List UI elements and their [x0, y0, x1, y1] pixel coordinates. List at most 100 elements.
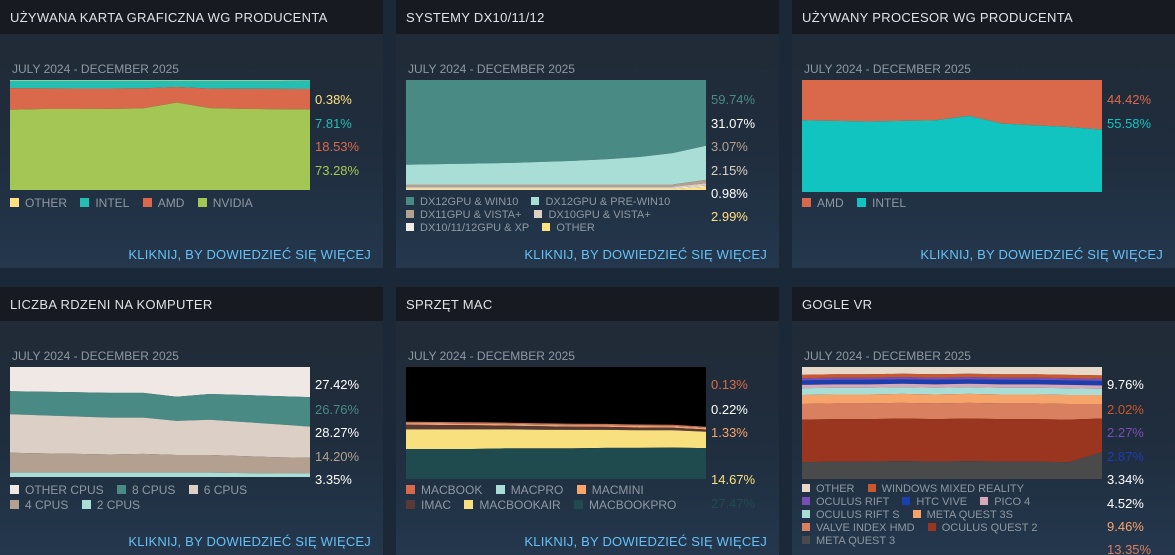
legend-item[interactable]: 6 CPUS — [188, 483, 247, 498]
date-range: JULY 2024 - DECEMBER 2025 — [804, 62, 971, 76]
legend-item[interactable]: AMD — [142, 196, 184, 211]
area-series-8-cpus[interactable] — [10, 391, 310, 427]
area-series-macbookair[interactable] — [406, 429, 706, 449]
area-series-meta-quest-3[interactable] — [802, 452, 1102, 479]
area-series-other-cpus[interactable] — [10, 367, 310, 398]
area-series-dx10-11-12gpu-xp[interactable] — [406, 185, 706, 189]
area-series-oculus-rift-s[interactable] — [802, 387, 1102, 395]
legend-item[interactable]: IMAC — [406, 498, 451, 513]
panel-title: LICZBA RDZENI NA KOMPUTER — [10, 297, 213, 312]
panel-header — [396, 0, 779, 34]
pct-value: 2.15% — [711, 163, 748, 178]
area-series-oculus-quest-2[interactable] — [802, 418, 1102, 463]
area-series-nvidia[interactable] — [10, 102, 310, 190]
legend-item[interactable]: META QUEST 3S — [912, 509, 1013, 522]
pct-value: 4.52% — [1107, 496, 1144, 511]
legend-item[interactable]: OTHER CPUS — [10, 483, 104, 498]
area-series-meta-quest-3s[interactable] — [802, 393, 1102, 404]
legend-item[interactable]: WINDOWS MIXED REALITY — [867, 483, 1024, 496]
panel-cpu-cores: LICZBA RDZENI NA KOMPUTER JULY 2024 - DE… — [0, 287, 383, 555]
pct-value: 59.74% — [711, 92, 756, 107]
area-series-amd[interactable] — [802, 80, 1102, 130]
area-chart[interactable] — [406, 80, 706, 190]
learn-more-link[interactable]: KLIKNIJ, BY DOWIEDZIEĆ SIĘ WIĘCEJ — [128, 247, 371, 262]
area-series-other[interactable] — [406, 186, 706, 190]
area-series-intel[interactable] — [802, 115, 1102, 192]
date-range: JULY 2024 - DECEMBER 2025 — [12, 62, 179, 76]
legend-item[interactable]: MACPRO — [495, 483, 563, 498]
legend-item[interactable]: DX10/11/12GPU & XP — [406, 222, 529, 235]
area-series-htc-vive[interactable] — [802, 379, 1102, 386]
pct-value: 18.53% — [315, 139, 360, 154]
legend-item[interactable]: META QUEST 3 — [802, 535, 895, 548]
pct-value: 7.81% — [315, 116, 352, 131]
panel-dx-systems: SYSTEMY DX10/11/12 JULY 2024 - DECEMBER … — [396, 0, 779, 268]
legend-item[interactable]: MACBOOKAIR — [464, 498, 561, 513]
legend-item[interactable]: MACBOOKPRO — [574, 498, 676, 513]
legend-item[interactable]: DX10GPU & VISTA+ — [534, 209, 651, 222]
area-series-pico-4[interactable] — [802, 383, 1102, 389]
legend-item[interactable]: MACMINI — [576, 483, 644, 498]
legend-item[interactable]: DX12GPU & WIN10 — [406, 196, 518, 209]
legend: DX12GPU & WIN10 DX12GPU & PRE-WIN10 DX11… — [406, 196, 706, 235]
legend: OTHER WINDOWS MIXED REALITY OCULUS RIFT … — [802, 483, 1102, 548]
legend-item[interactable]: OTHER — [10, 196, 67, 211]
area-series-amd[interactable] — [10, 87, 310, 110]
pct-value: 3.35% — [315, 472, 352, 487]
area-series-4-cpus[interactable] — [10, 452, 310, 474]
pct-value: 2.87% — [1107, 449, 1144, 464]
area-series-imac[interactable] — [406, 424, 706, 432]
area-series-dx12gpu-win10[interactable] — [406, 80, 706, 165]
learn-more-link[interactable]: KLIKNIJ, BY DOWIEDZIEĆ SIĘ WIĘCEJ — [524, 534, 767, 549]
learn-more-link[interactable]: KLIKNIJ, BY DOWIEDZIEĆ SIĘ WIĘCEJ — [524, 247, 767, 262]
pct-value: 27.47% — [711, 496, 756, 511]
area-chart[interactable] — [802, 367, 1102, 479]
area-series-intel[interactable] — [10, 80, 310, 90]
legend-item[interactable]: DX11GPU & VISTA+ — [406, 209, 521, 222]
panel-cpu-vendor: UŻYWANY PROCESOR WG PRODUCENTA JULY 2024… — [792, 0, 1175, 268]
legend-item[interactable]: PICO 4 — [980, 496, 1030, 509]
legend-item[interactable]: OCULUS RIFT S — [802, 509, 900, 522]
pct-value: 0.13% — [711, 377, 748, 392]
area-series-macpro[interactable] — [406, 422, 706, 428]
legend: OTHER INTEL AMD NVIDIA — [10, 196, 310, 211]
legend-item[interactable]: 4 CPUS — [10, 498, 68, 513]
legend-item[interactable]: OCULUS RIFT — [802, 496, 889, 509]
legend-item[interactable]: 8 CPUS — [117, 483, 175, 498]
pct-value: 1.33% — [711, 425, 748, 440]
area-series-2-cpus[interactable] — [10, 472, 310, 477]
legend-item[interactable]: OCULUS QUEST 2 — [927, 522, 1037, 535]
area-series-dx10gpu-vista-[interactable] — [406, 183, 706, 188]
area-series-other[interactable] — [802, 367, 1102, 376]
legend-item[interactable]: INTEL — [80, 196, 129, 211]
area-series-oculus-rift[interactable] — [802, 377, 1102, 381]
legend-item[interactable]: DX12GPU & PRE-WIN10 — [531, 196, 670, 209]
area-chart[interactable] — [802, 80, 1102, 192]
area-chart[interactable] — [10, 80, 310, 190]
area-chart[interactable] — [10, 367, 310, 477]
panel-title: SPRZĘT MAC — [406, 297, 493, 312]
legend-item[interactable]: 2 CPUS — [81, 498, 140, 513]
area-series-dx11gpu-vista-[interactable] — [406, 179, 706, 187]
pct-value: 44.42% — [1107, 92, 1152, 107]
legend-item[interactable]: INTEL — [857, 196, 906, 211]
area-series-6-cpus[interactable] — [10, 414, 310, 458]
area-series-macbookpro[interactable] — [406, 447, 706, 479]
learn-more-link[interactable]: KLIKNIJ, BY DOWIEDZIEĆ SIĘ WIĘCEJ — [128, 534, 371, 549]
legend-item[interactable]: VALVE INDEX HMD — [802, 522, 915, 535]
area-series-valve-index-hmd[interactable] — [802, 402, 1102, 420]
area-series-dx12gpu-pre-win10[interactable] — [406, 145, 706, 185]
panel-header — [0, 0, 383, 34]
area-series-windows-mixed-reality[interactable] — [802, 373, 1102, 379]
legend-item[interactable]: HTC VIVE — [902, 496, 967, 509]
learn-more-link[interactable]: KLIKNIJ, BY DOWIEDZIEĆ SIĘ WIĘCEJ — [920, 247, 1163, 262]
legend-item[interactable]: OTHER — [542, 222, 595, 235]
area-series-macmini[interactable] — [406, 423, 706, 430]
legend-item[interactable]: NVIDIA — [197, 196, 253, 211]
legend-item[interactable]: MACBOOK — [406, 483, 482, 498]
area-chart[interactable] — [406, 367, 706, 479]
area-series-macbook[interactable] — [406, 421, 706, 428]
legend-item[interactable]: AMD — [802, 196, 844, 211]
legend-item[interactable]: OTHER — [802, 483, 855, 496]
pct-value: 55.58% — [1107, 116, 1152, 131]
